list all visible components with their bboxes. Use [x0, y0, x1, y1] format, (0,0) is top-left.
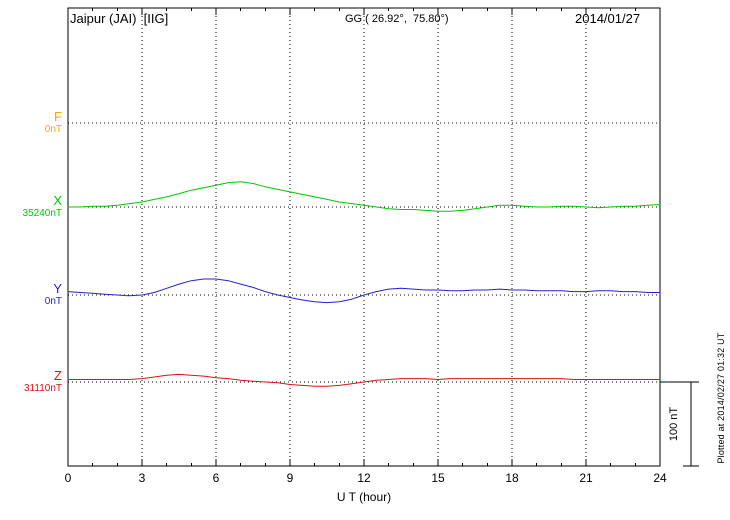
geographic-coordinates: GG ( 26.92°, 75.80°)	[345, 13, 449, 25]
channel-baseline-Y: 0nT	[44, 296, 62, 307]
x-tick-label-12: 12	[357, 471, 371, 485]
x-tick-label-6: 6	[212, 471, 220, 485]
channel-label-Z: Z 31110nT	[2, 369, 62, 394]
x-tick-label-0: 0	[64, 471, 72, 485]
x-tick-label-24: 24	[653, 471, 667, 485]
x-tick-label-3: 3	[138, 471, 146, 485]
channel-label-Y: Y 0nT	[2, 282, 62, 307]
channel-label-F: F 0nT	[2, 110, 62, 135]
channel-baseline-F: 0nT	[44, 124, 62, 135]
channel-name-X: X	[53, 193, 62, 208]
channel-baseline-Z: 31110nT	[24, 383, 62, 394]
x-tick-label-15: 15	[431, 471, 445, 485]
x-axis-tick-labels: 0 3 6 9 12 15 18 21 24	[0, 471, 730, 486]
channel-name-Z: Z	[54, 368, 62, 383]
x-tick-label-21: 21	[579, 471, 593, 485]
channel-name-F: F	[54, 109, 62, 124]
trace-Y	[67, 278, 661, 304]
station-title: Jaipur (JAI) [IIG]	[70, 11, 169, 26]
channel-name-Y: Y	[53, 281, 62, 296]
plotted-at-annotation: Plotted at 2014/02/27 01:32 UT	[716, 332, 726, 464]
scale-bar-label: 100 nT	[668, 406, 680, 442]
plot-generated-layer	[67, 8, 661, 466]
channel-label-X: X 35240nT	[2, 194, 62, 219]
channel-baseline-X: 35240nT	[22, 208, 62, 219]
trace-Z	[67, 373, 661, 387]
observation-date: 2014/01/27	[575, 11, 641, 26]
trace-X	[67, 181, 661, 212]
x-tick-label-18: 18	[505, 471, 519, 485]
x-axis-title: U T (hour)	[336, 490, 392, 504]
x-tick-label-9: 9	[286, 471, 294, 485]
